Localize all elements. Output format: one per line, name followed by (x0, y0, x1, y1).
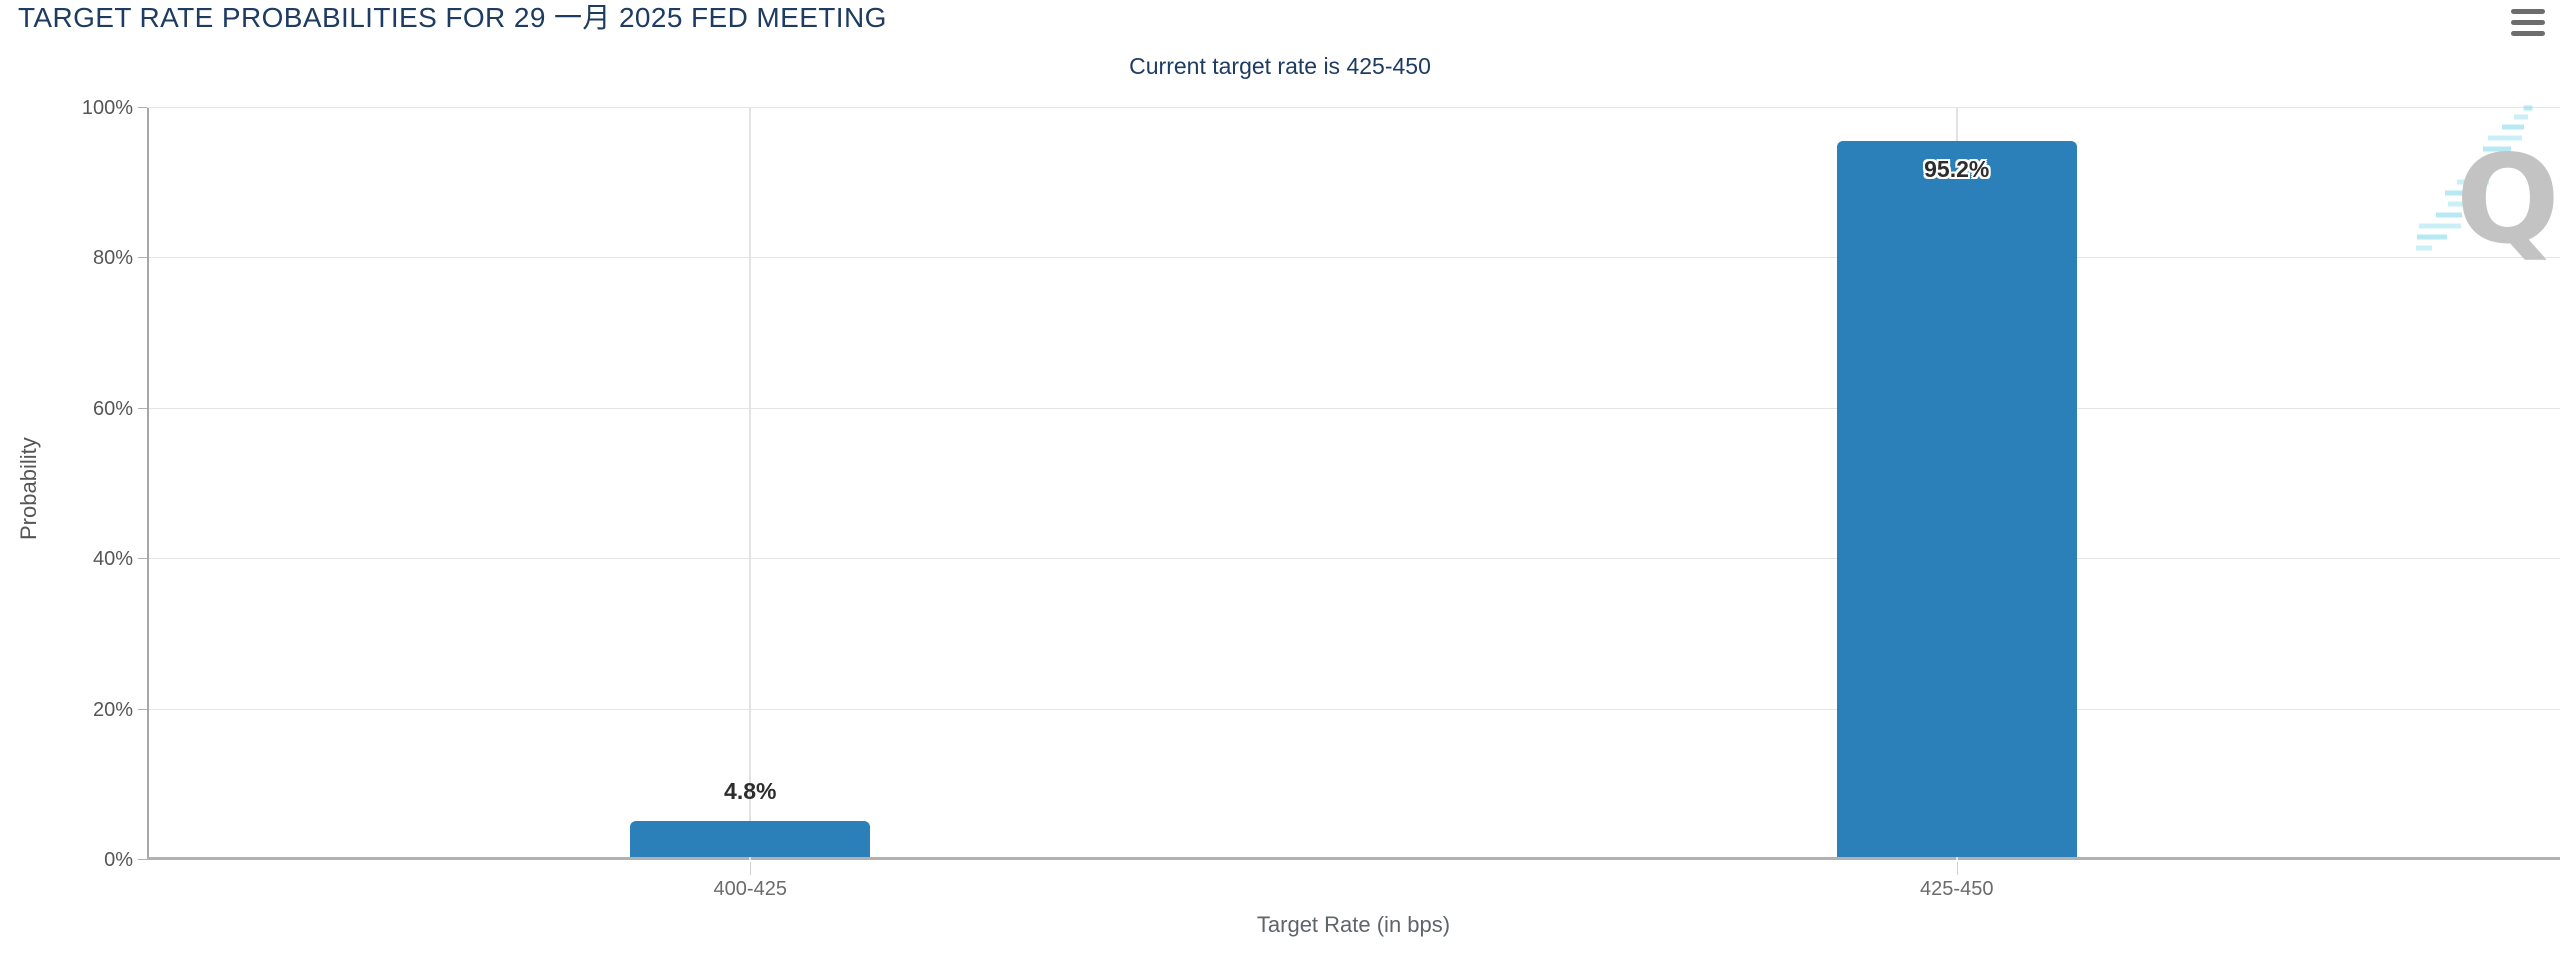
y-axis-tick-label: 100% (81, 97, 133, 119)
x-axis-category-label: 425-450 (1920, 878, 1994, 900)
probability-bar[interactable] (1836, 141, 2077, 857)
y-axis-tick (138, 558, 147, 560)
bar-value-label: 4.8% (724, 777, 777, 804)
chart-context-menu-button[interactable] (2511, 9, 2547, 41)
y-axis-tick-label: 20% (92, 698, 133, 721)
hamburger-icon (2511, 9, 2547, 36)
y-axis-tick-label: 0% (104, 849, 133, 871)
y-axis-line (147, 108, 149, 860)
chart-title: TARGET RATE PROBABILITIES FOR 29 一月 2025… (18, 2, 887, 33)
plot-area: 0% 20% 40% 60% 80% 100% 400-425 4.8% 425-450 95.2… (82, 97, 2560, 900)
y-axis-tick (138, 708, 147, 710)
x-axis-category-label: 400-425 (713, 878, 787, 900)
quikstrike-q-logo: Q (2416, 105, 2560, 268)
y-axis-tick (138, 859, 147, 860)
x-axis-line (147, 857, 2560, 860)
probability-bar[interactable] (630, 820, 871, 857)
bar-value-label: 95.2% (1924, 156, 1990, 183)
y-axis-tick-label: 40% (92, 548, 133, 571)
gridline-vertical (749, 108, 752, 860)
gridline-horizontal (147, 407, 2560, 409)
y-axis-tick-label: 80% (92, 247, 133, 270)
y-axis-tick (138, 107, 147, 108)
gridline-horizontal (147, 107, 2560, 108)
chart-subtitle: Current target rate is 425-450 (1129, 53, 1431, 79)
x-axis-title: Target Rate (in bps) (1256, 912, 1451, 937)
y-axis-title: Probability (16, 437, 41, 540)
y-axis-tick-label: 60% (92, 397, 133, 420)
gridline-horizontal (147, 708, 2560, 710)
x-axis-tick (1956, 862, 1958, 875)
y-axis-tick (138, 257, 147, 259)
y-axis-tick (138, 407, 147, 409)
svg-text:Q: Q (2456, 129, 2560, 268)
gridline-horizontal (147, 257, 2560, 259)
x-axis-tick (750, 862, 752, 875)
gridline-horizontal (147, 558, 2560, 560)
